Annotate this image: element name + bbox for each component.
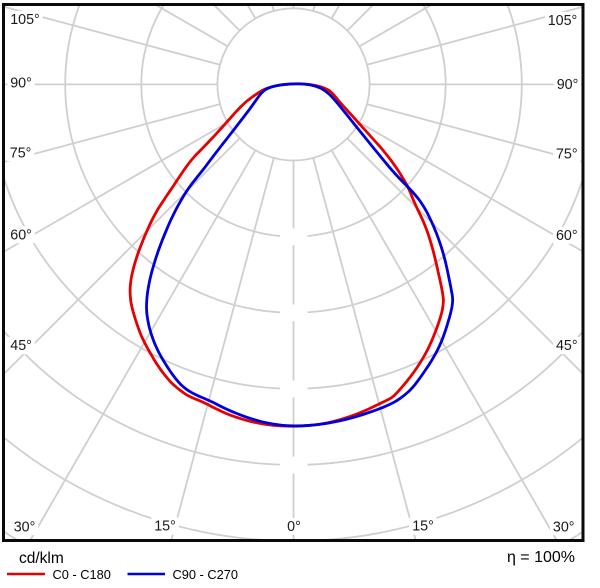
svg-text:cd/klm: cd/klm	[19, 550, 64, 567]
svg-text:30°: 30°	[14, 519, 36, 535]
svg-text:C90 - C270: C90 - C270	[173, 567, 238, 582]
svg-text:45°: 45°	[10, 338, 32, 354]
svg-text:C0 - C180: C0 - C180	[53, 567, 111, 582]
svg-text:60°: 60°	[556, 228, 578, 244]
svg-text:30°: 30°	[553, 519, 575, 535]
svg-text:15°: 15°	[154, 519, 176, 535]
svg-text:105°: 105°	[10, 12, 40, 28]
svg-text:90°: 90°	[10, 76, 32, 92]
svg-text:0°: 0°	[287, 519, 301, 535]
svg-text:75°: 75°	[10, 145, 32, 161]
svg-text:15°: 15°	[412, 519, 434, 535]
svg-text:45°: 45°	[556, 338, 578, 354]
svg-text:90°: 90°	[557, 77, 579, 93]
svg-text:105°: 105°	[548, 13, 578, 29]
svg-text:60°: 60°	[10, 227, 32, 243]
svg-text:75°: 75°	[556, 146, 578, 162]
svg-text:η = 100%: η = 100%	[507, 549, 575, 566]
